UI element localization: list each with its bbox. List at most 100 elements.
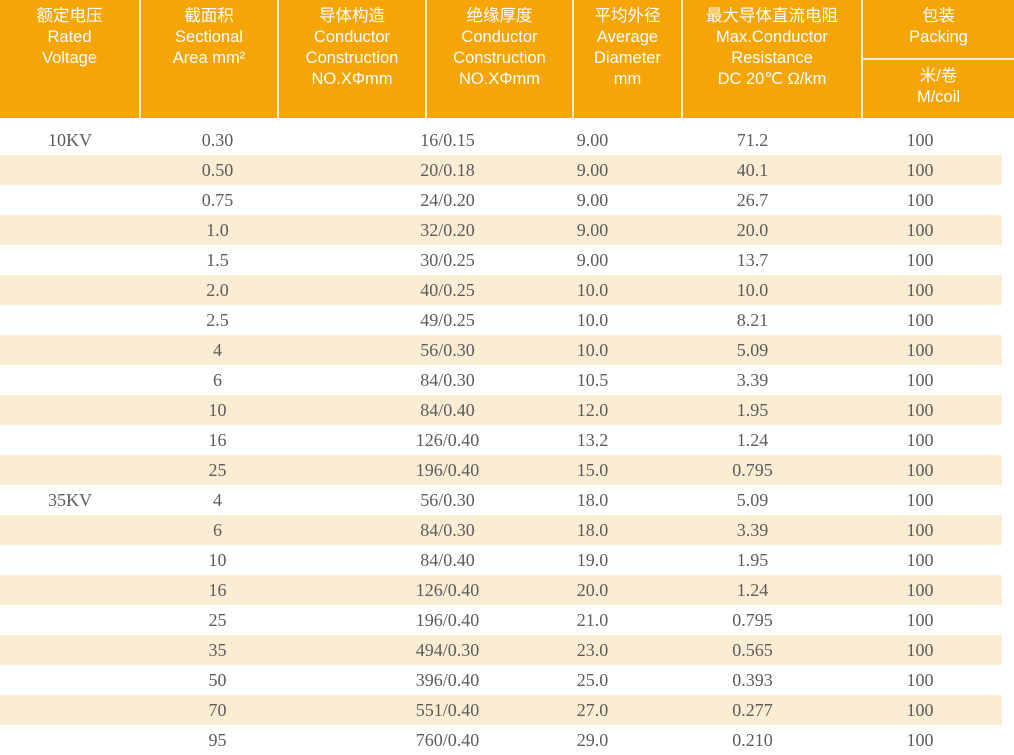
- cell-area: 0.50: [201, 159, 234, 180]
- cell-construction: 24/0.20: [420, 189, 475, 210]
- table-row: 50 396/0.40 25.0 0.393 100: [0, 665, 1014, 695]
- cell-packing: 100: [906, 459, 934, 480]
- cell-resistance: 1.95: [736, 399, 769, 420]
- cell-packing: 100: [906, 339, 934, 360]
- cell-construction: 84/0.30: [420, 519, 475, 540]
- cell-area: 6: [213, 519, 222, 540]
- cell-diameter: 12.0: [576, 399, 609, 420]
- table-row: 35 494/0.30 23.0 0.565 100: [0, 635, 1014, 665]
- cell-construction: 20/0.18: [420, 159, 475, 180]
- cell-packing: 100: [906, 129, 934, 150]
- header-text-line: 包装: [922, 7, 955, 25]
- table-row: 4 56/0.30 10.0 5.09 100: [0, 335, 1014, 365]
- header-conductor-construction: 导体构造 Conductor Construction NO.XΦmm: [277, 0, 425, 118]
- cell-area: 0.30: [201, 129, 234, 150]
- cell-diameter: 13.2: [576, 429, 609, 450]
- cell-area: 95: [208, 729, 227, 750]
- cell-construction: 126/0.40: [415, 429, 480, 450]
- cell-construction: 49/0.25: [420, 309, 475, 330]
- cell-diameter: 27.0: [576, 699, 609, 720]
- header-text-line: Conductor: [461, 28, 538, 46]
- header-text-line: 截面积: [184, 7, 234, 25]
- cell-resistance: 8.21: [736, 309, 769, 330]
- header-text-line: Sectional: [175, 28, 243, 46]
- cell-area: 10: [208, 399, 227, 420]
- cell-diameter: 10.0: [576, 309, 609, 330]
- header-text-line: Diameter: [594, 49, 661, 67]
- cell-area: 25: [208, 609, 227, 630]
- cell-diameter: 21.0: [576, 609, 609, 630]
- cell-construction: 32/0.20: [420, 219, 475, 240]
- header-text-line: M/coil: [916, 88, 961, 106]
- header-text-line: Rated: [47, 28, 92, 46]
- cell-area: 2.0: [206, 279, 229, 300]
- cell-area: 50: [208, 669, 227, 690]
- cell-packing: 100: [906, 249, 934, 270]
- table-row: 10KV 0.30 16/0.15 9.00 71.2 100: [0, 125, 1014, 155]
- table-row: 10 84/0.40 19.0 1.95 100: [0, 545, 1014, 575]
- cell-packing: 100: [906, 279, 934, 300]
- cell-construction: 16/0.15: [420, 129, 475, 150]
- cell-packing: 100: [906, 609, 934, 630]
- cell-construction: 551/0.40: [415, 699, 480, 720]
- cell-construction: 30/0.25: [420, 249, 475, 270]
- cell-area: 1.0: [206, 219, 229, 240]
- cell-resistance: 5.09: [736, 339, 769, 360]
- cell-resistance: 13.7: [736, 249, 769, 270]
- cell-packing: 100: [906, 219, 934, 240]
- header-text-line: NO.XΦmm: [311, 70, 393, 88]
- cell-resistance: 1.95: [736, 549, 769, 570]
- cell-resistance: 3.39: [736, 369, 769, 390]
- header-text-line: 平均外径: [594, 7, 661, 25]
- table-row: 25 196/0.40 15.0 0.795 100: [0, 455, 1014, 485]
- table-row: 0.50 20/0.18 9.00 40.1 100: [0, 155, 1014, 185]
- cell-diameter: 10.0: [576, 339, 609, 360]
- cell-diameter: 29.0: [576, 729, 609, 750]
- table-row: 1.5 30/0.25 9.00 13.7 100: [0, 245, 1014, 275]
- table-row: 6 84/0.30 18.0 3.39 100: [0, 515, 1014, 545]
- cell-packing: 100: [906, 489, 934, 510]
- cell-resistance: 5.09: [736, 489, 769, 510]
- header-text-line: Construction: [305, 49, 399, 67]
- cell-resistance: 1.24: [736, 579, 769, 600]
- header-sectional-area: 截面积 Sectional Area mm²: [139, 0, 277, 118]
- table-body: 10KV 0.30 16/0.15 9.00 71.2 100 0.50 20/0.18 9.0…: [0, 125, 1014, 755]
- table-row: 95 760/0.40 29.0 0.210 100: [0, 725, 1014, 755]
- header-packing-title: 包装 Packing: [863, 0, 1014, 60]
- cell-area: 35: [208, 639, 227, 660]
- cell-construction: 760/0.40: [415, 729, 480, 750]
- header-rated-voltage: 额定电压 Rated Voltage: [0, 0, 139, 118]
- cell-area: 16: [208, 429, 227, 450]
- cell-packing: 100: [906, 549, 934, 570]
- table-header: 额定电压 Rated Voltage 截面积 Sectional Area mm…: [0, 0, 1014, 118]
- header-text-line: Construction: [453, 49, 546, 67]
- table-row: 16 126/0.40 20.0 1.24 100: [0, 575, 1014, 605]
- cell-diameter: 9.00: [576, 189, 609, 210]
- header-average-diameter: 平均外径 Average Diameter mm: [572, 0, 681, 118]
- table-row: 1.0 32/0.20 9.00 20.0 100: [0, 215, 1014, 245]
- header-packing: 包装 Packing 米/卷 M/coil: [861, 0, 1014, 118]
- cell-resistance: 26.7: [736, 189, 769, 210]
- cell-resistance: 0.795: [732, 609, 773, 630]
- cell-area: 4: [213, 489, 222, 510]
- cell-diameter: 18.0: [576, 519, 609, 540]
- cell-construction: 196/0.40: [415, 459, 480, 480]
- cell-construction: 196/0.40: [415, 609, 480, 630]
- cell-voltage: 35KV: [48, 489, 92, 510]
- cell-resistance: 3.39: [736, 519, 769, 540]
- cell-diameter: 9.00: [576, 219, 609, 240]
- cell-construction: 126/0.40: [415, 579, 480, 600]
- cell-packing: 100: [906, 189, 934, 210]
- table-row: 0.75 24/0.20 9.00 26.7 100: [0, 185, 1014, 215]
- cell-area: 0.75: [201, 189, 234, 210]
- cell-area: 2.5: [206, 309, 229, 330]
- cell-construction: 396/0.40: [415, 669, 480, 690]
- cell-area: 10: [208, 549, 227, 570]
- header-text-line: mm: [613, 70, 642, 88]
- cell-packing: 100: [906, 369, 934, 390]
- cell-construction: 40/0.25: [420, 279, 475, 300]
- cell-area: 70: [208, 699, 227, 720]
- cell-packing: 100: [906, 729, 934, 750]
- header-text-line: Resistance: [731, 49, 813, 67]
